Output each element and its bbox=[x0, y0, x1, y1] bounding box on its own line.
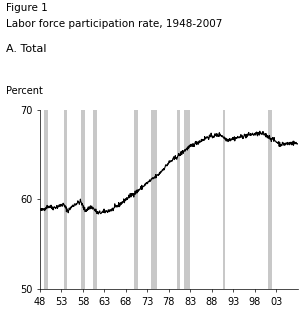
Text: Figure 1: Figure 1 bbox=[6, 3, 48, 13]
Bar bbox=[268, 110, 272, 289]
Text: Percent: Percent bbox=[6, 86, 43, 95]
Bar bbox=[223, 110, 225, 289]
Bar bbox=[93, 110, 96, 289]
Bar bbox=[64, 110, 67, 289]
Bar bbox=[151, 110, 157, 289]
Text: Labor force participation rate, 1948-2007: Labor force participation rate, 1948-200… bbox=[6, 19, 223, 29]
Bar bbox=[184, 110, 190, 289]
Bar bbox=[44, 110, 48, 289]
Bar bbox=[177, 110, 180, 289]
Bar bbox=[81, 110, 85, 289]
Bar bbox=[134, 110, 138, 289]
Text: A. Total: A. Total bbox=[6, 44, 47, 54]
